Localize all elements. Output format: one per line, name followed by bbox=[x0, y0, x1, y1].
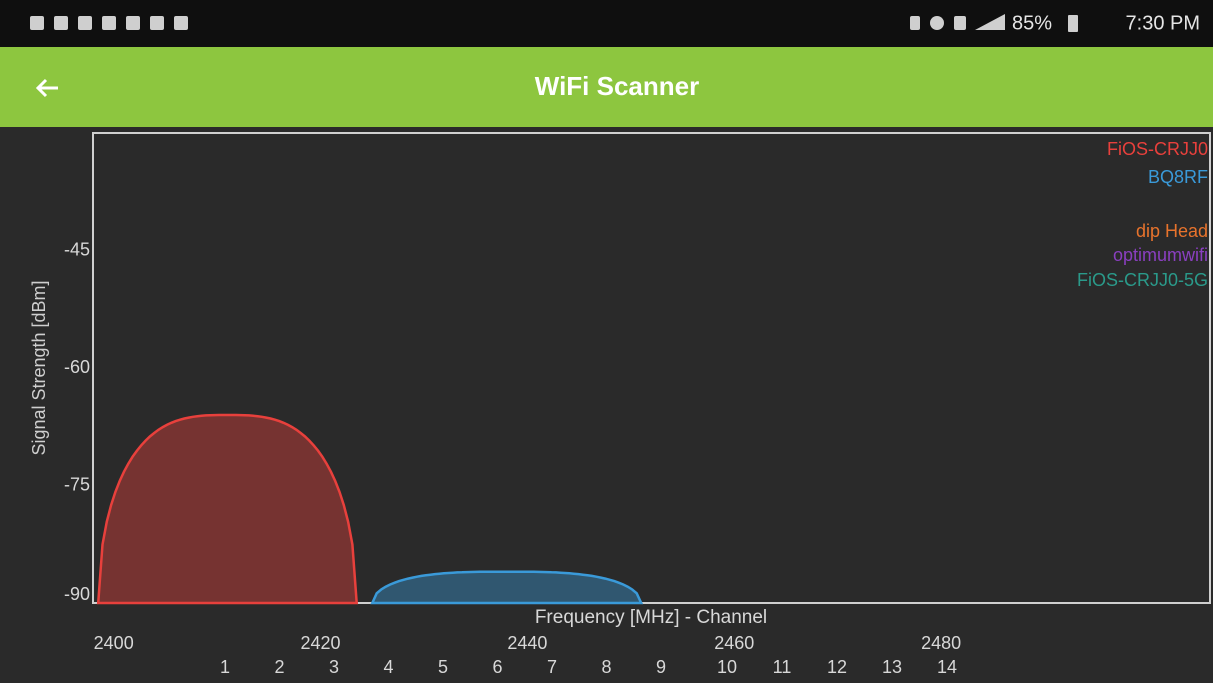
legend-entry: FiOS-CRJJ0 bbox=[1107, 139, 1208, 159]
y-tick-label: -90 bbox=[64, 584, 90, 604]
screen: 85% 7:30 PM WiFi Scanner Signal Strength… bbox=[0, 0, 1213, 678]
y-tick-label: -75 bbox=[64, 474, 90, 494]
x-tick-label: 2400 bbox=[94, 633, 134, 653]
signal-curve bbox=[372, 572, 641, 603]
channel-label: 4 bbox=[383, 657, 393, 677]
signal-curve bbox=[98, 415, 357, 603]
legend-entry: FiOS-CRJJ0-5G bbox=[1077, 270, 1208, 290]
x-tick-label: 2460 bbox=[714, 633, 754, 653]
legend-entry: optimumwifi bbox=[1113, 245, 1208, 265]
y-tick-label: -60 bbox=[64, 357, 90, 377]
channel-label: 1 bbox=[220, 657, 230, 677]
battery: 85% bbox=[1012, 12, 1052, 34]
channel-label: 2 bbox=[274, 657, 284, 677]
channel-label: 13 bbox=[882, 657, 902, 677]
channel-label: 11 bbox=[773, 657, 792, 677]
x-axis-label: Frequency [MHz] - Channel bbox=[535, 607, 767, 628]
channel-label: 14 bbox=[937, 657, 957, 677]
channel-label: 9 bbox=[656, 657, 666, 677]
legend-entry: BQ8RF bbox=[1148, 167, 1208, 187]
app-title: WiFi Scanner bbox=[535, 71, 699, 101]
page: 85% 7:30 PM WiFi Scanner Signal Strength… bbox=[0, 0, 1213, 678]
clock: 7:30 PM bbox=[1126, 12, 1200, 34]
legend-entry: dip Head bbox=[1136, 221, 1208, 241]
channel-label: 7 bbox=[547, 657, 557, 677]
x-tick-label: 2420 bbox=[301, 633, 341, 653]
channel-label: 12 bbox=[827, 657, 847, 677]
channel-label: 10 bbox=[717, 657, 737, 677]
x-tick-label: 2440 bbox=[507, 633, 547, 653]
channel-label: 3 bbox=[329, 657, 339, 677]
x-tick-label: 2480 bbox=[921, 633, 961, 653]
y-axis-label: Signal Strength [dBm] bbox=[29, 280, 49, 455]
channel-label: 8 bbox=[601, 657, 611, 677]
y-tick-label: -45 bbox=[64, 239, 90, 259]
channel-label: 6 bbox=[492, 657, 502, 677]
channel-label: 5 bbox=[438, 657, 448, 677]
